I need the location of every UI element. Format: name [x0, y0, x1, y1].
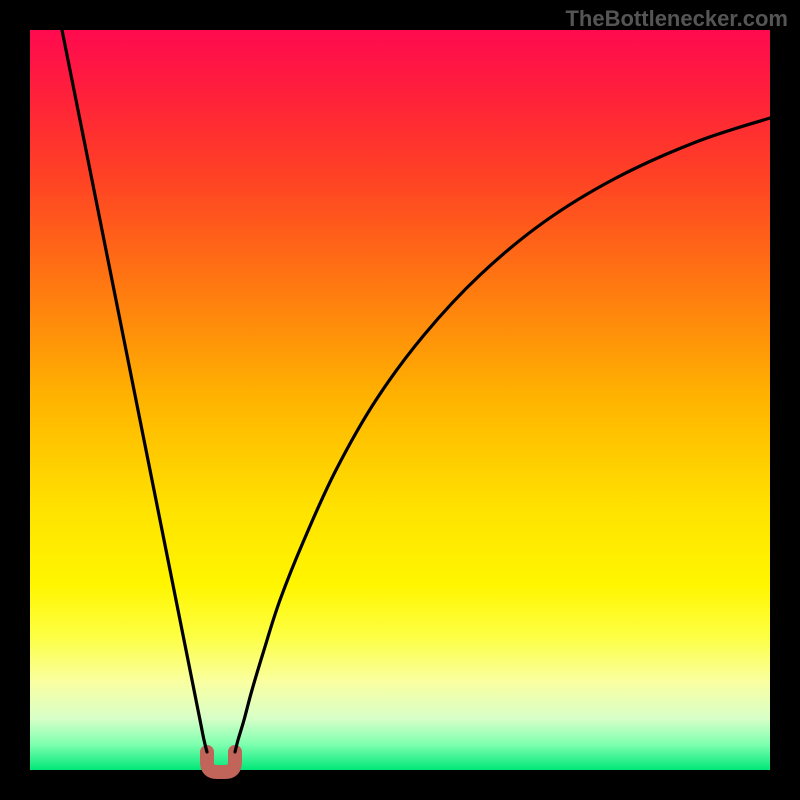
watermark-text: TheBottlenecker.com: [565, 6, 788, 32]
chart-container: { "canvas": { "width": 800, "height": 80…: [0, 0, 800, 800]
bottleneck-chart: [0, 0, 800, 800]
plot-background: [30, 30, 770, 770]
